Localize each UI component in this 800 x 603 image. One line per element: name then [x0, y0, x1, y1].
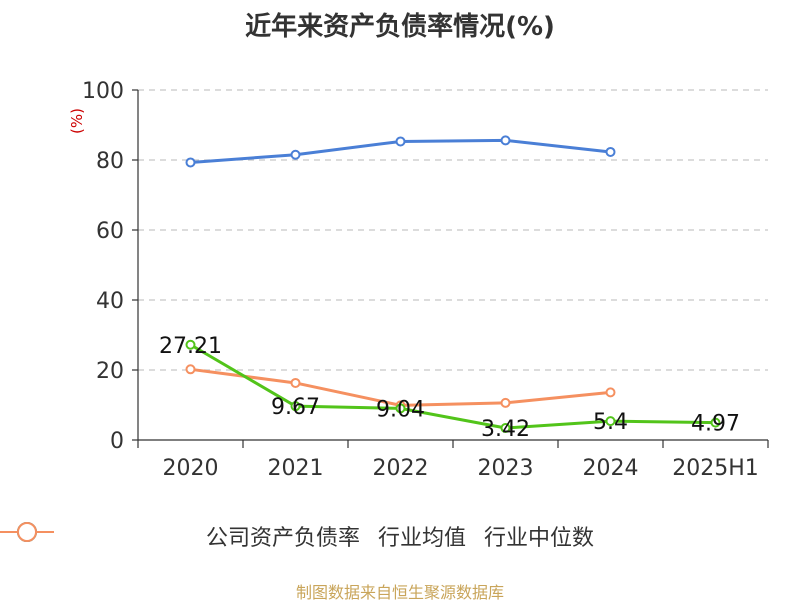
- data-point: [605, 416, 616, 427]
- data-point: [395, 136, 406, 147]
- legend: 公司资产负债率 行业均值 行业中位数: [0, 520, 800, 552]
- chart-title: 近年来资产负债率情况(%): [245, 12, 555, 42]
- legend-label-company: 公司资产负债率: [205, 526, 360, 551]
- legend-item-company[interactable]: 公司资产负债率: [0, 520, 360, 552]
- x-tick-label: 2023: [478, 456, 534, 481]
- data-point: [605, 387, 616, 398]
- data-source-note: 制图数据来自恒生聚源数据库: [295, 583, 504, 602]
- y-tick-label: 60: [96, 219, 124, 244]
- y-tick-label: 40: [96, 289, 124, 314]
- x-tick-label: 2024: [583, 456, 639, 481]
- data-point: [185, 364, 196, 375]
- data-label: 9.04: [376, 397, 425, 422]
- y-tick-label: 0: [110, 429, 124, 454]
- data-point: [500, 135, 511, 146]
- x-tick-label: 2025H1: [672, 456, 759, 481]
- legend-item-industry-avg[interactable]: 行业均值: [0, 520, 466, 552]
- data-point: [395, 403, 406, 414]
- y-tick-label: 100: [82, 79, 124, 104]
- data-point: [290, 401, 301, 412]
- data-point: [500, 397, 511, 408]
- y-tick-label: 80: [96, 149, 124, 174]
- data-label: 27.21: [159, 334, 222, 359]
- series-line: [189, 343, 716, 430]
- data-point: [710, 417, 721, 428]
- data-point: [500, 423, 511, 434]
- data-point: [290, 377, 301, 388]
- data-label: 9.67: [271, 395, 320, 420]
- data-label: 3.42: [481, 417, 530, 442]
- legend-label-industry-avg: 行业均值: [377, 526, 466, 551]
- data-point: [185, 339, 196, 350]
- data-point: [290, 149, 301, 160]
- legend-label-industry-median: 行业中位数: [484, 526, 595, 551]
- y-tick-label: 20: [96, 359, 124, 384]
- x-tick-label: 2022: [373, 456, 429, 481]
- data-point: [605, 146, 616, 157]
- data-label: 4.97: [691, 412, 740, 437]
- legend-item-industry-median[interactable]: 行业中位数: [0, 520, 595, 552]
- x-tick-label: 2020: [163, 456, 219, 481]
- data-label: 5.4: [593, 410, 628, 435]
- data-point: [185, 157, 196, 168]
- legend-marker-industry-median: [0, 522, 54, 542]
- x-tick-label: 2021: [268, 456, 324, 481]
